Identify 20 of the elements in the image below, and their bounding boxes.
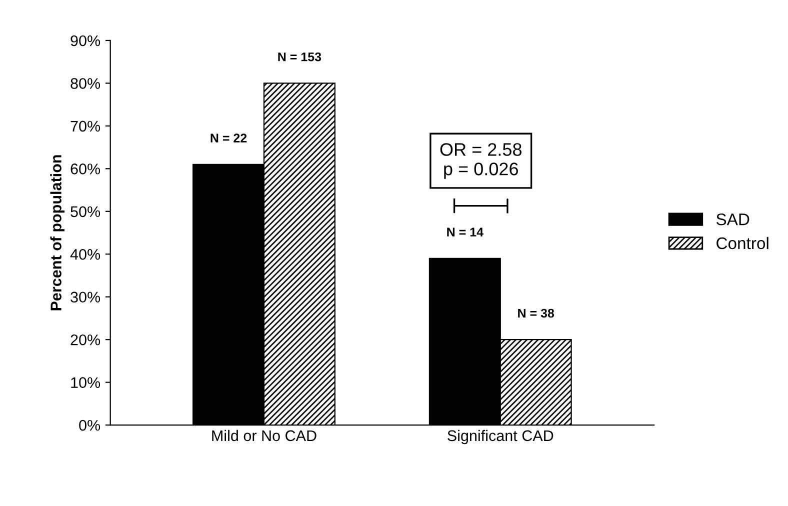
y-tick-label: 90% [70,35,100,46]
y-tick-label: 10% [71,377,100,388]
annotation: OR = 2.58 p = 0.026 [440,143,522,179]
annotation: N = 153 [278,52,322,62]
annotation: N = 22 [210,134,247,142]
y-tick-label: 20% [70,334,100,346]
annotation: N = 38 [518,308,554,318]
y-tick-label: 80% [70,78,100,89]
y-tick-label: 0% [79,420,100,431]
legend-label: SAD [716,213,750,226]
y-tick-label: 30% [70,292,100,303]
annotation: N = 14 [447,228,484,236]
y-tick-label: 60% [70,164,100,174]
legend-label: Control [716,236,768,250]
y-tick-label: 50% [70,206,100,218]
y-tick-label: 40% [70,248,100,260]
x-tick-label: Mild or No CAD [212,430,316,442]
y-tick-label: 70% [70,120,100,132]
y-axis-title: Percent of population [50,155,64,310]
x-tick-label: Significant CAD [448,430,554,444]
